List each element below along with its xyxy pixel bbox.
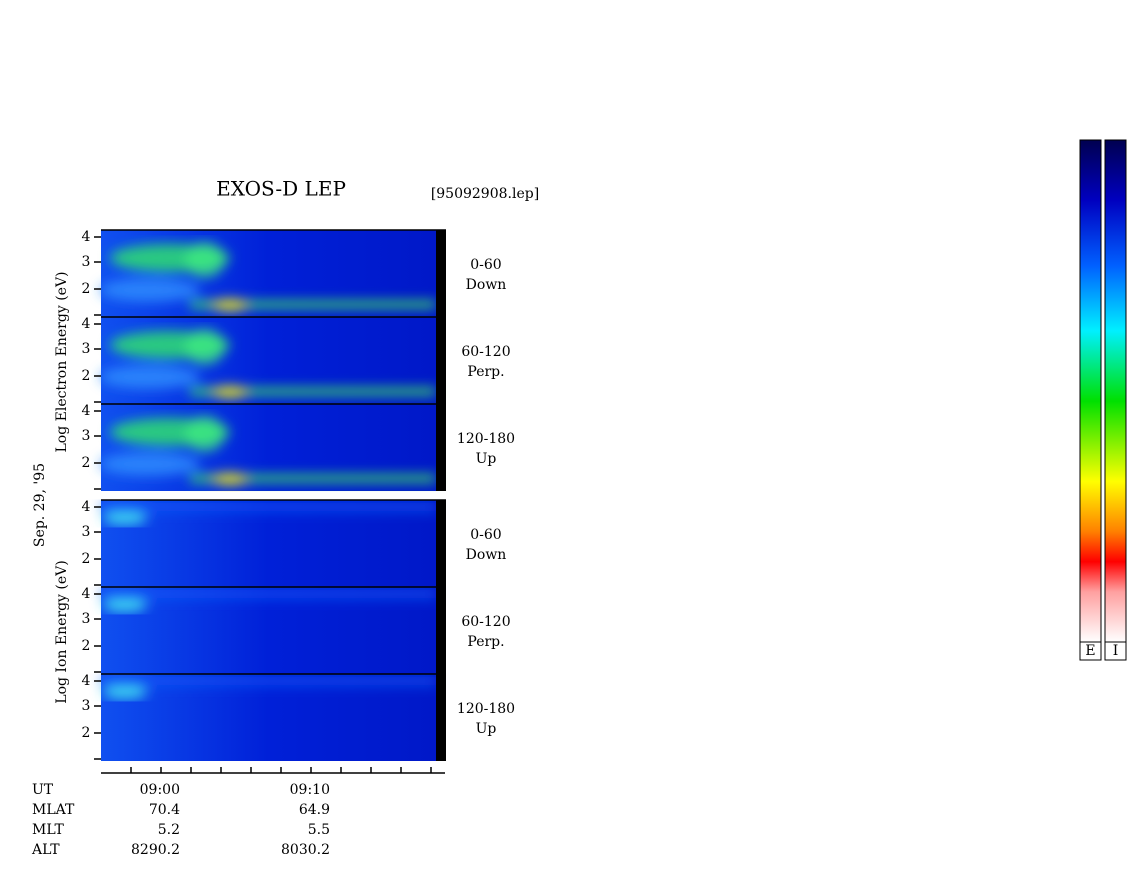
angle-label: 0-60 xyxy=(470,257,501,273)
y-tick-label: 3 xyxy=(82,698,91,714)
direction-label: Down xyxy=(466,277,507,293)
row-label: UT xyxy=(32,782,54,798)
row-value: 70.4 xyxy=(149,802,180,818)
feature xyxy=(101,589,436,599)
feature xyxy=(100,365,200,389)
direction-label: Perp. xyxy=(467,634,504,650)
panel-edge xyxy=(436,674,446,761)
angle-label: 60-120 xyxy=(461,614,510,630)
y-tick-label: 4 xyxy=(82,499,91,515)
row-value: 5.2 xyxy=(158,822,180,838)
row-value: 5.5 xyxy=(308,822,330,838)
angle-label: 120-180 xyxy=(457,431,515,447)
row-label: ALT xyxy=(31,842,60,858)
panel-edge xyxy=(436,587,446,674)
row-label: MLT xyxy=(32,822,64,838)
panel-features xyxy=(101,589,436,612)
row-value: 8030.2 xyxy=(281,842,330,858)
y-tick-label: 2 xyxy=(82,725,91,741)
feature xyxy=(190,301,436,308)
feature xyxy=(100,278,200,302)
file-name: [95092908.lep] xyxy=(431,186,539,202)
feature xyxy=(190,388,436,395)
feature xyxy=(101,502,436,512)
panel-background xyxy=(101,587,436,674)
y-tick-label: 2 xyxy=(82,281,91,297)
row-value: 09:00 xyxy=(140,782,180,798)
spectrogram xyxy=(100,229,446,761)
colorbar xyxy=(1079,139,1102,643)
y-tick-label: 4 xyxy=(82,316,91,332)
feature xyxy=(212,299,248,311)
panel-background xyxy=(101,674,436,761)
colorbar xyxy=(1104,139,1127,643)
y-tick-label: 3 xyxy=(82,611,91,627)
feature xyxy=(212,473,248,485)
feature xyxy=(103,685,147,699)
panel-features xyxy=(101,676,436,699)
colorbar-label-box xyxy=(1079,641,1102,661)
row-label: MLAT xyxy=(32,802,75,818)
angle-label: 120-180 xyxy=(457,701,515,717)
date: Sep. 29, '95 xyxy=(32,463,48,547)
y-tick-label: 2 xyxy=(82,551,91,567)
direction-label: Down xyxy=(466,547,507,563)
y-tick-label: 4 xyxy=(82,586,91,602)
colorbar-label: E xyxy=(1085,643,1095,659)
feature xyxy=(103,598,147,612)
panel-features xyxy=(101,502,436,525)
panel-features xyxy=(100,416,436,485)
colorbar-label: I xyxy=(1113,643,1119,659)
feature xyxy=(185,416,225,452)
y-tick-label: 3 xyxy=(82,341,91,357)
direction-label: Perp. xyxy=(467,364,504,380)
y-tick-label: 2 xyxy=(82,368,91,384)
y-tick-label: 4 xyxy=(82,673,91,689)
row-value: 8290.2 xyxy=(131,842,180,858)
feature xyxy=(185,242,225,278)
angle-label: 0-60 xyxy=(470,527,501,543)
title: EXOS-D LEP xyxy=(216,177,346,201)
row-value: 09:10 xyxy=(290,782,330,798)
panel-features xyxy=(100,329,436,398)
ion-axis-label: Log Ion Energy (eV) xyxy=(54,560,70,703)
panel-edge xyxy=(436,500,446,587)
feature xyxy=(100,452,200,476)
panel-background xyxy=(101,500,436,587)
y-tick-label: 2 xyxy=(82,455,91,471)
y-tick-label: 4 xyxy=(82,229,91,245)
feature xyxy=(185,329,225,365)
y-tick-label: 4 xyxy=(82,403,91,419)
direction-label: Up xyxy=(476,451,497,467)
y-tick-label: 3 xyxy=(82,254,91,270)
angle-label: 60-120 xyxy=(461,344,510,360)
feature xyxy=(190,475,436,482)
panel-features xyxy=(100,242,436,311)
y-tick-label: 3 xyxy=(82,428,91,444)
feature xyxy=(101,676,436,686)
feature xyxy=(103,511,147,525)
feature xyxy=(212,386,248,398)
colorbar-label-box xyxy=(1104,641,1127,661)
electron-axis-label: Log Electron Energy (eV) xyxy=(54,271,70,452)
panel-edge xyxy=(436,317,446,404)
direction-label: Up xyxy=(476,721,497,737)
y-tick-label: 3 xyxy=(82,524,91,540)
panel-edge xyxy=(436,404,446,491)
y-tick-label: 2 xyxy=(82,638,91,654)
row-value: 64.9 xyxy=(299,802,330,818)
panel-edge xyxy=(436,230,446,317)
